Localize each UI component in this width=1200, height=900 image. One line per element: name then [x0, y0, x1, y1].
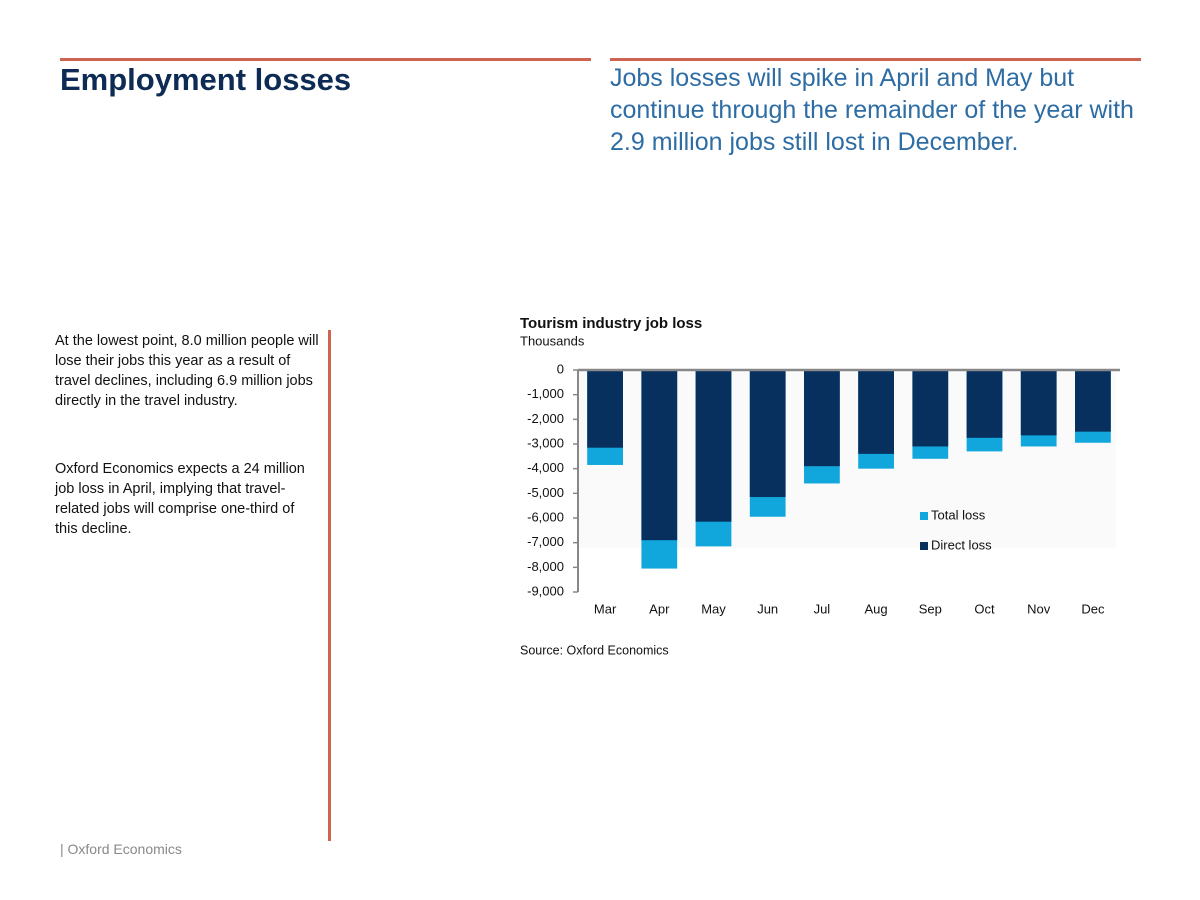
x-tick-label: Sep [919, 601, 942, 616]
bar [587, 370, 623, 448]
source: Source: Oxford Economics [520, 643, 669, 657]
subtitle: Jobs losses will spike in April and May … [610, 64, 1134, 156]
x-tick-label: Mar [594, 601, 617, 616]
x-tick-label: May [701, 601, 726, 616]
footer: | Oxford Economics [60, 841, 182, 857]
bar [912, 370, 949, 447]
y-tick-label: -5,000 [527, 485, 564, 500]
y-tick-label: -9,000 [527, 583, 564, 598]
rule [60, 58, 591, 61]
x-tick-label: Oct [974, 601, 995, 616]
bar [1075, 370, 1111, 432]
y-axis-label: Thousands [520, 333, 585, 348]
y-tick-label: -1,000 [527, 386, 564, 401]
y-tick-label: -7,000 [527, 534, 564, 549]
divider [328, 330, 331, 841]
legend-swatch [920, 542, 928, 550]
x-tick-label: Nov [1027, 601, 1051, 616]
x-tick-label: Dec [1081, 601, 1105, 616]
y-tick-label: -6,000 [527, 509, 564, 524]
y-tick-label: 0 [557, 361, 564, 376]
paragraph: At the lowest point, 8.0 million people … [55, 333, 319, 409]
bar [966, 370, 1003, 438]
legend-swatch [920, 512, 928, 520]
bar [1020, 370, 1057, 436]
x-tick-label: Jul [814, 601, 831, 616]
y-tick-label: -2,000 [527, 411, 564, 426]
x-tick-label: Aug [865, 601, 888, 616]
bar [641, 370, 678, 541]
title: Employment losses [60, 62, 352, 97]
legend-label: Total loss [931, 507, 986, 522]
bar [695, 370, 732, 522]
x-tick-label: Apr [649, 601, 670, 616]
y-tick-label: -8,000 [527, 559, 564, 574]
legend-label: Direct loss [931, 537, 992, 552]
y-tick-label: -4,000 [527, 460, 564, 475]
x-tick-label: Jun [757, 601, 778, 616]
rule [610, 58, 1141, 61]
bar [804, 370, 840, 467]
bar [749, 370, 786, 498]
paragraph: Oxford Economics expects a 24 million jo… [55, 461, 305, 537]
bar [858, 370, 894, 454]
y-tick-label: -3,000 [527, 435, 564, 450]
chart-title: Tourism industry job loss [520, 315, 702, 332]
